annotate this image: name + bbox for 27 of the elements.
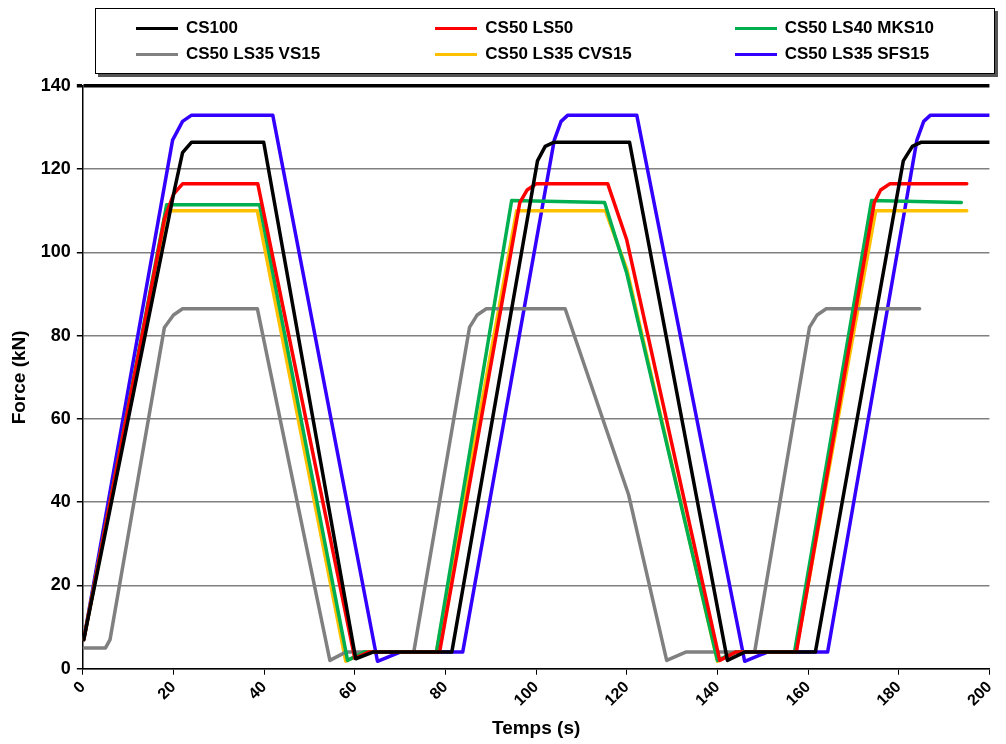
y-tick-label: 100 (40, 241, 71, 262)
y-tick-label: 0 (60, 657, 71, 678)
y-tick-label: 140 (40, 74, 71, 95)
legend-label: CS50 LS50 (485, 18, 574, 38)
x-axis-title: Temps (s) (491, 716, 581, 738)
y-tick-label: 60 (50, 407, 71, 428)
legend-label: CS50 LS35 SFS15 (784, 44, 930, 64)
x-tick-label: 80 (426, 677, 451, 703)
x-tick-label: 100 (510, 677, 542, 709)
y-tick-label: 20 (50, 574, 71, 595)
y-tick-label: 120 (40, 158, 71, 179)
x-tick-label: 180 (873, 677, 905, 709)
legend-label: CS50 LS35 VS15 (186, 44, 321, 64)
x-tick-label: 20 (154, 677, 179, 703)
legend-label: CS50 LS40 MKS10 (784, 18, 934, 38)
y-tick-label: 40 (50, 491, 71, 512)
x-tick-label: 120 (601, 677, 633, 709)
y-tick-label: 80 (50, 324, 71, 345)
y-axis-title: Force (kN) (7, 330, 29, 425)
x-tick-label: 200 (963, 677, 995, 709)
x-tick-label: 140 (691, 677, 723, 709)
legend-label: CS50 LS35 CVS15 (485, 44, 632, 64)
legend-label: CS100 (186, 18, 238, 38)
x-tick-label: 40 (244, 677, 270, 703)
x-tick-label: 60 (335, 677, 361, 703)
x-tick-label: 0 (69, 677, 89, 697)
x-tick-label: 160 (782, 677, 814, 709)
